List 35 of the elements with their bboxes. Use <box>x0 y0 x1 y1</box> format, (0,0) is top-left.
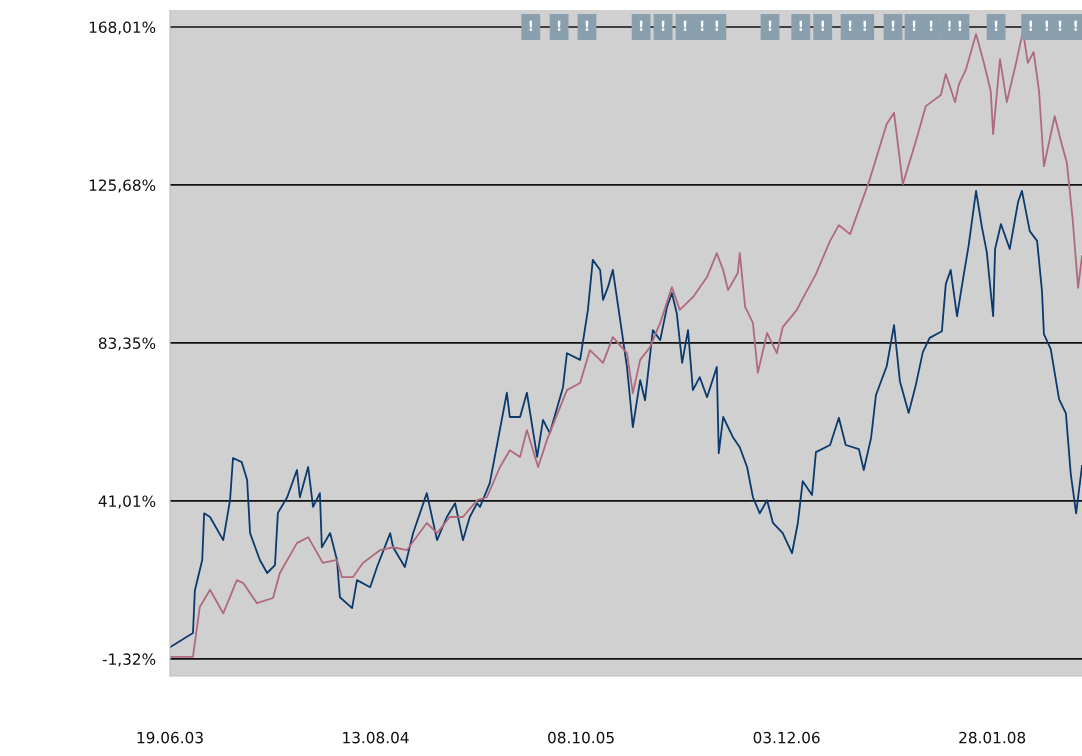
annotation: ! <box>1045 20 1049 31</box>
annotation: ! <box>1058 20 1062 31</box>
annotation: ! <box>1074 20 1077 31</box>
annotation: ! <box>715 20 719 31</box>
annotation: ! <box>958 20 962 31</box>
annotation: ! <box>585 20 589 31</box>
annotation: ! <box>1029 20 1032 31</box>
annotation: ! <box>661 20 665 31</box>
x-tick-label: 28.01.08 <box>959 731 1026 744</box>
annotation: ! <box>557 20 561 31</box>
x-tick-label: 13.08.04 <box>343 731 409 744</box>
annotation: ! <box>683 20 687 31</box>
annotation: ! <box>529 20 533 31</box>
annotation: ! <box>799 20 802 31</box>
y-tick-label: 83,35% <box>98 337 156 351</box>
annotation: ! <box>929 20 933 31</box>
annotation: ! <box>700 20 704 31</box>
annotation: ! <box>821 20 824 31</box>
annotation: ! <box>639 20 643 31</box>
y-tick-label: -1,32% <box>102 653 156 667</box>
annotation: ! <box>948 20 951 31</box>
line-series <box>170 30 1082 658</box>
annotation: ! <box>994 20 998 31</box>
annotation: ! <box>768 20 772 31</box>
line-series <box>170 189 1082 649</box>
y-tick-label: 125,68% <box>89 179 156 193</box>
x-tick-label: 03.12.06 <box>753 731 820 744</box>
y-tick-label: 41,01% <box>98 495 156 509</box>
x-tick-label: 19.06.03 <box>137 731 203 744</box>
annotation: ! <box>848 20 852 31</box>
annotation: ! <box>863 20 866 31</box>
x-tick-label: 08.10.05 <box>548 731 614 744</box>
annotation: ! <box>912 20 916 31</box>
annotation: ! <box>891 20 895 31</box>
y-tick-label: 168,01% <box>89 21 156 35</box>
